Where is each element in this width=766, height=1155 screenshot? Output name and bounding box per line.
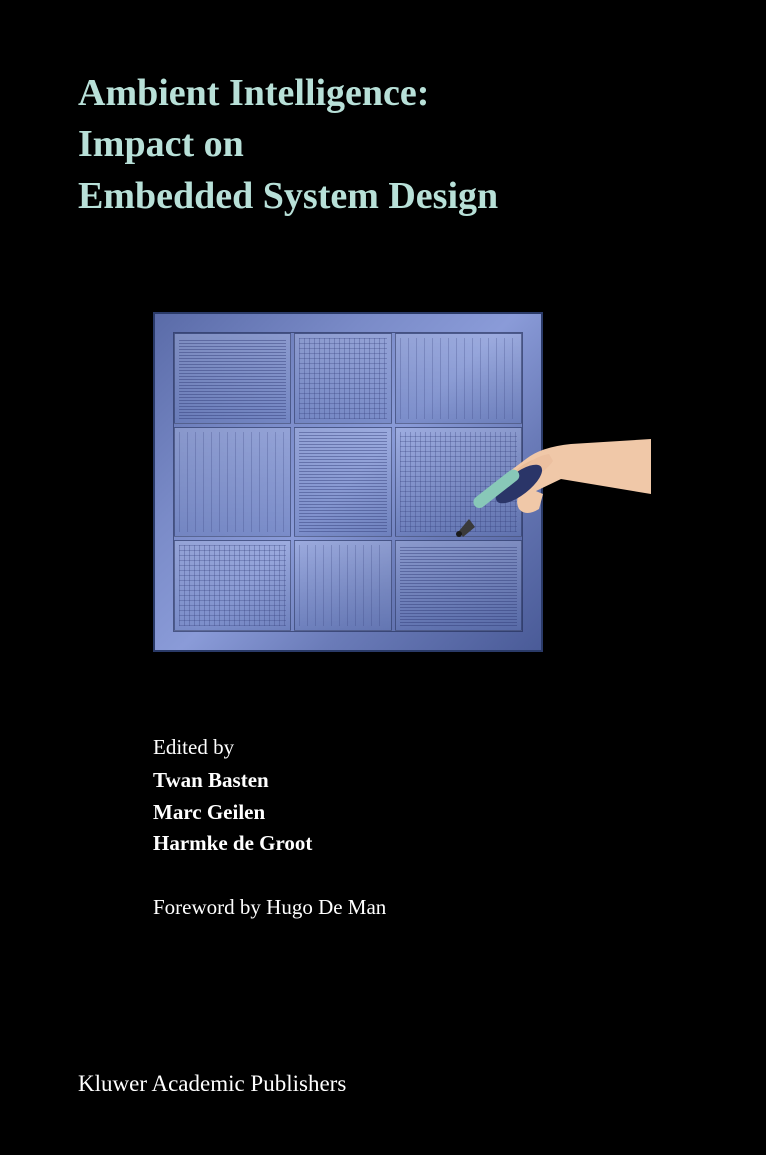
- chip-region: [294, 540, 392, 631]
- chip-region: [174, 540, 291, 631]
- book-title: Ambient Intelligence: Impact on Embedded…: [78, 68, 706, 222]
- editor-name: Harmke de Groot: [153, 828, 706, 860]
- chip-region: [294, 427, 392, 537]
- foreword-credit: Foreword by Hugo De Man: [153, 892, 706, 924]
- chip-region: [174, 427, 291, 537]
- title-line-2: Impact on: [78, 119, 706, 170]
- credits-block: Edited by Twan Basten Marc Geilen Harmke…: [153, 732, 706, 924]
- hand-with-stylus-icon: [431, 399, 651, 559]
- editor-name: Twan Basten: [153, 765, 706, 797]
- chip-region: [294, 333, 392, 424]
- title-line-1: Ambient Intelligence:: [78, 68, 706, 119]
- chip-region: [174, 333, 291, 424]
- editor-name: Marc Geilen: [153, 797, 706, 829]
- publisher-name: Kluwer Academic Publishers: [78, 1071, 346, 1097]
- title-line-3: Embedded System Design: [78, 171, 706, 222]
- cover-illustration: [153, 312, 543, 652]
- edited-by-label: Edited by: [153, 732, 706, 764]
- book-cover: Ambient Intelligence: Impact on Embedded…: [0, 0, 766, 1155]
